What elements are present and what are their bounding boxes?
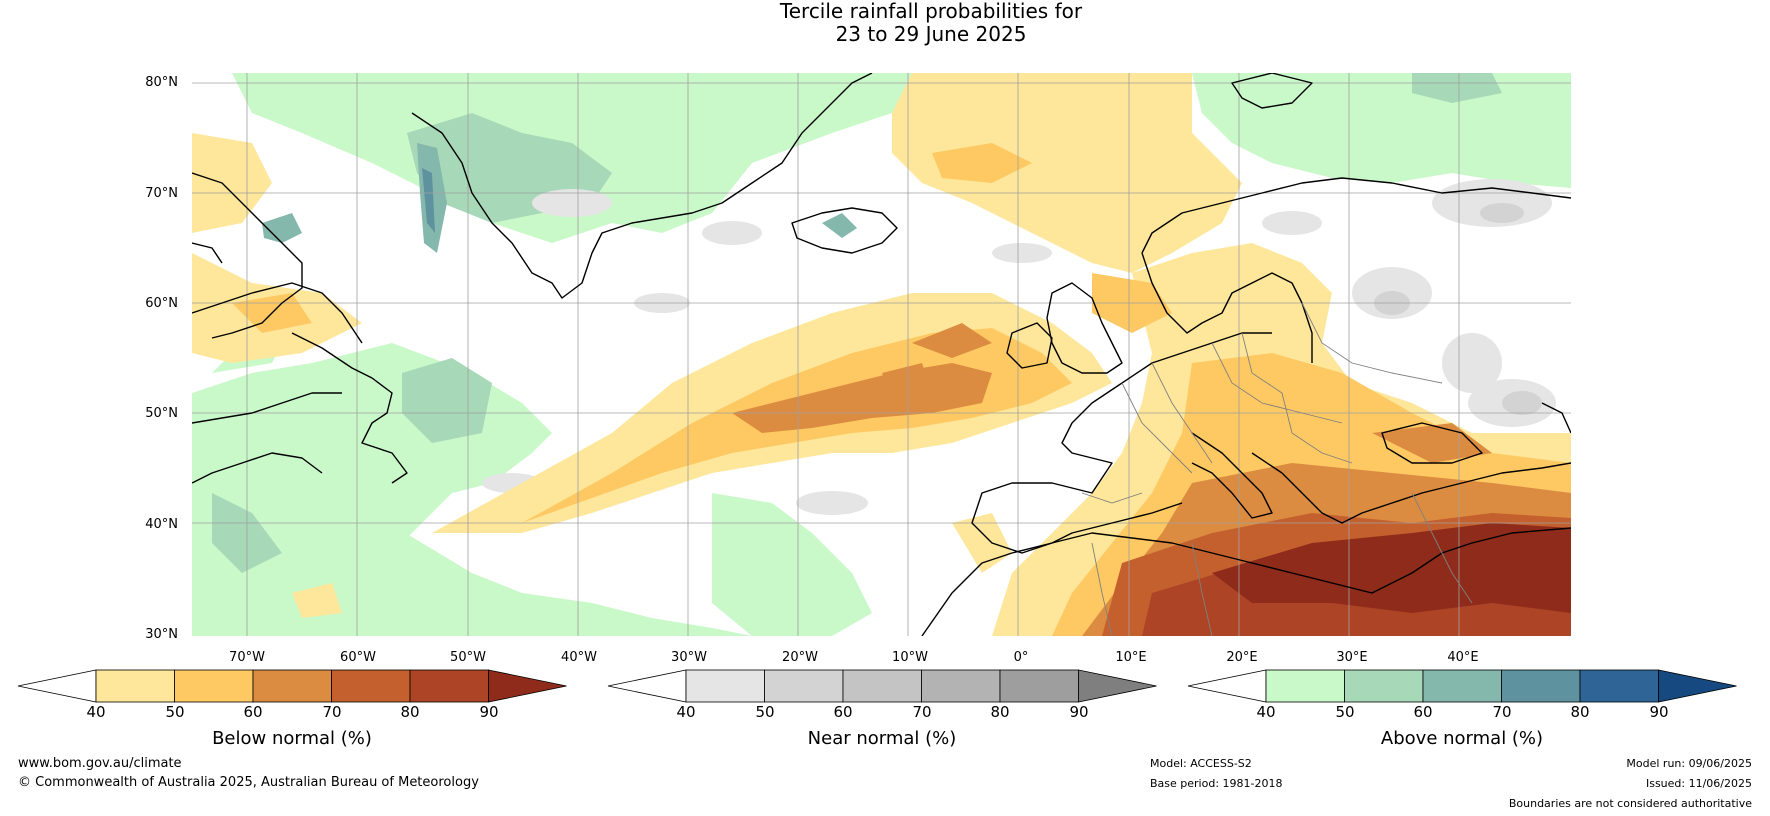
below-normal-90-areas bbox=[1212, 523, 1571, 613]
colorbar-min-extension bbox=[17, 669, 97, 703]
colorbar-segment bbox=[1344, 669, 1424, 703]
colorbar-min-extension bbox=[607, 669, 687, 703]
above-tick-60: 60 bbox=[1413, 703, 1433, 721]
below-normal-label: Below normal (%) bbox=[212, 728, 372, 749]
graticule bbox=[192, 73, 1571, 636]
country-borders bbox=[1081, 302, 1473, 636]
map-title: Tercile rainfall probabilities for 23 to… bbox=[0, 0, 1770, 46]
lon-label-30e: 30°E bbox=[1336, 650, 1368, 665]
below-tick-70: 70 bbox=[322, 703, 342, 721]
colorbar-segment bbox=[174, 669, 254, 703]
colorbar-segment bbox=[409, 669, 489, 703]
near-tick-80: 80 bbox=[990, 703, 1010, 721]
lat-label-80n: 80°N bbox=[145, 75, 178, 90]
lon-label-50w: 50°W bbox=[450, 650, 486, 665]
title-line-2: 23 to 29 June 2025 bbox=[835, 22, 1027, 46]
colorbar-near-normal-bar bbox=[607, 669, 1157, 703]
above-normal-label: Above normal (%) bbox=[1380, 728, 1544, 749]
colorbar-min-extension bbox=[1187, 669, 1267, 703]
colorbar-segment bbox=[1579, 669, 1659, 703]
colorbar-above-normal-bar bbox=[1187, 669, 1737, 703]
colorbar-segment bbox=[95, 669, 175, 703]
below-tick-90: 90 bbox=[479, 703, 499, 721]
copyright-text: © Commonwealth of Australia 2025, Austra… bbox=[18, 775, 479, 790]
colorbar-segment bbox=[331, 669, 411, 703]
near-tick-40: 40 bbox=[676, 703, 696, 721]
lat-label-30n: 30°N bbox=[145, 627, 178, 642]
lon-label-10w: 10°W bbox=[892, 650, 928, 665]
colorbar-segment bbox=[842, 669, 922, 703]
lon-label-30w: 30°W bbox=[671, 650, 707, 665]
near-tick-50: 50 bbox=[755, 703, 775, 721]
near-normal-60-areas bbox=[1374, 203, 1542, 415]
above-tick-50: 50 bbox=[1335, 703, 1355, 721]
colorbar-segment bbox=[1265, 669, 1345, 703]
near-normal-label: Near normal (%) bbox=[807, 728, 957, 749]
issued-text: Issued: 11/06/2025 bbox=[1645, 777, 1752, 790]
colorbar-below-normal-bar bbox=[17, 669, 567, 703]
title-line-1: Tercile rainfall probabilities for bbox=[779, 0, 1083, 23]
above-tick-70: 70 bbox=[1492, 703, 1512, 721]
model-run-text: Model run: 09/06/2025 bbox=[1626, 757, 1752, 770]
lat-label-50n: 50°N bbox=[145, 406, 178, 421]
below-tick-60: 60 bbox=[243, 703, 263, 721]
lon-label-40w: 40°W bbox=[561, 650, 597, 665]
colorbar-segment bbox=[1501, 669, 1581, 703]
colorbar-max-extension bbox=[488, 669, 567, 703]
below-tick-40: 40 bbox=[86, 703, 106, 721]
lon-label-20w: 20°W bbox=[782, 650, 818, 665]
below-tick-50: 50 bbox=[165, 703, 185, 721]
colorbar-segment bbox=[999, 669, 1079, 703]
lon-label-40e: 40°E bbox=[1447, 650, 1479, 665]
lon-label-70w: 70°W bbox=[229, 650, 265, 665]
lon-label-20e: 20°E bbox=[1226, 650, 1258, 665]
lon-label-60w: 60°W bbox=[340, 650, 376, 665]
colorbar-segment bbox=[252, 669, 332, 703]
below-tick-80: 80 bbox=[400, 703, 420, 721]
colorbar-segment bbox=[764, 669, 844, 703]
above-normal-80-areas bbox=[422, 168, 435, 233]
lat-label-40n: 40°N bbox=[145, 517, 178, 532]
lon-label-10e: 10°E bbox=[1115, 650, 1147, 665]
colorbar-segment bbox=[1422, 669, 1502, 703]
lat-label-70n: 70°N bbox=[145, 186, 178, 201]
colorbar-max-extension bbox=[1658, 669, 1737, 703]
base-period-text: Base period: 1981-2018 bbox=[1150, 777, 1283, 790]
above-tick-40: 40 bbox=[1256, 703, 1276, 721]
rainfall-probability-map bbox=[192, 73, 1571, 636]
disclaimer-text: Boundaries are not considered authoritat… bbox=[1508, 797, 1752, 810]
colorbar-segment bbox=[685, 669, 765, 703]
colorbar-segment bbox=[921, 669, 1001, 703]
near-tick-90: 90 bbox=[1069, 703, 1089, 721]
near-tick-60: 60 bbox=[833, 703, 853, 721]
website-text: www.bom.gov.au/climate bbox=[18, 756, 182, 771]
above-tick-80: 80 bbox=[1570, 703, 1590, 721]
colorbar-max-extension bbox=[1078, 669, 1157, 703]
above-tick-90: 90 bbox=[1649, 703, 1669, 721]
model-text: Model: ACCESS-S2 bbox=[1150, 757, 1252, 770]
lat-label-60n: 60°N bbox=[145, 296, 178, 311]
near-tick-70: 70 bbox=[912, 703, 932, 721]
lon-label-0: 0° bbox=[1013, 650, 1029, 665]
